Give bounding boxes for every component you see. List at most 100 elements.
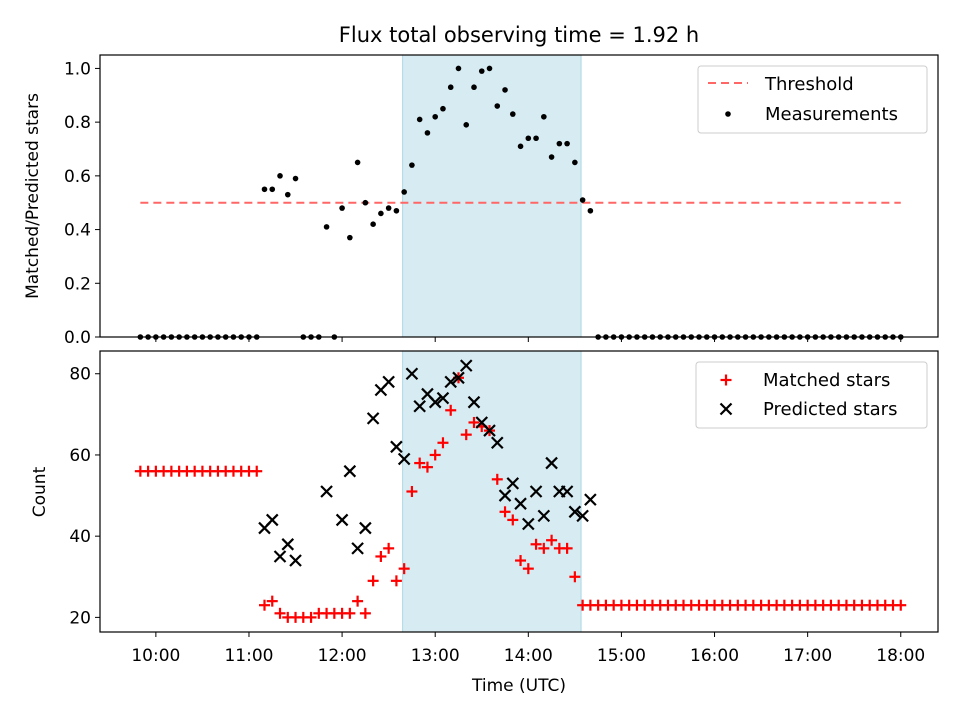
predicted-star-marker	[545, 456, 558, 470]
matched-star-marker	[460, 429, 472, 441]
measurement-point	[502, 87, 508, 93]
predicted-star-marker	[584, 493, 597, 506]
predicted-star-marker	[467, 395, 481, 409]
matched-star-marker	[429, 449, 441, 461]
matched-star-marker	[895, 599, 907, 611]
x-tick-label: 18:00	[876, 646, 925, 666]
measurement-point	[572, 159, 578, 166]
bottom-y-ticks: 20 40 60 80	[69, 365, 100, 628]
predicted-star-marker	[320, 485, 333, 498]
bottom-y-tick-label: 20	[69, 608, 91, 628]
measurement-point	[541, 113, 547, 120]
matched-star-marker	[367, 575, 379, 587]
bottom-y-tick-label: 40	[69, 527, 91, 547]
matched-star-marker	[499, 506, 511, 518]
measurement-point	[424, 130, 431, 136]
predicted-star-marker	[390, 440, 403, 454]
top-legend-box	[697, 65, 928, 134]
matched-star-marker	[515, 555, 527, 567]
predicted-star-marker	[351, 542, 364, 555]
measurement-point	[517, 143, 524, 150]
x-tick-label: 16:00	[690, 646, 739, 666]
measurement-point	[564, 140, 570, 147]
measurement-point	[509, 111, 516, 117]
predicted-star-marker	[273, 550, 287, 563]
measurement-point	[378, 210, 384, 217]
measurement-point	[432, 113, 439, 120]
predicted-star-marker	[568, 505, 582, 519]
measurement-point	[579, 197, 586, 203]
predicted-star-marker	[537, 509, 551, 523]
measurement-point	[261, 186, 268, 193]
matched-star-marker	[437, 437, 449, 449]
measurement-point	[525, 135, 532, 142]
predicted-star-marker	[483, 424, 496, 437]
x-tick-label: 15:00	[597, 646, 646, 666]
matched-star-marker	[258, 599, 270, 611]
measurement-point	[370, 221, 376, 227]
measurement-point	[354, 159, 361, 166]
matched-star-marker	[468, 416, 480, 428]
top-y-tick-label: 0.2	[64, 274, 91, 294]
predicted-star-marker	[506, 477, 520, 490]
matched-star-marker	[251, 465, 263, 477]
matched-star-marker	[569, 571, 581, 583]
predicted-star-marker	[428, 395, 442, 409]
matched-star-marker	[421, 461, 433, 473]
top-y-tick-label: 0.0	[64, 328, 91, 348]
top-legend: Threshold Measurements	[697, 65, 928, 134]
legend-matched-label: Matched stars	[763, 370, 890, 391]
legend-predicted-label: Predicted stars	[763, 399, 897, 420]
measurement-point	[533, 135, 539, 142]
matched-star-marker	[538, 542, 550, 554]
measurement-points	[137, 65, 904, 340]
top-axes-frame	[99, 54, 939, 338]
matched-star-marker	[491, 473, 503, 485]
matched-star-marker	[445, 404, 457, 416]
measurement-point	[486, 65, 493, 72]
top-y-axis-label: Matched/Predicted stars	[23, 93, 43, 299]
top-y-tick-label: 0.8	[64, 113, 91, 133]
measurement-point	[416, 116, 423, 123]
predicted-star-marker	[281, 538, 295, 551]
matched-star-marker	[406, 486, 418, 497]
top-y-tick-label: 0.6	[64, 167, 91, 187]
matched-star-marker	[344, 607, 356, 619]
measurement-point	[587, 207, 594, 214]
matched-star-marker	[530, 538, 542, 550]
matched-star-marker	[561, 542, 573, 554]
matched-star-marker	[352, 595, 364, 607]
top-highlight-span	[402, 54, 582, 338]
matched-star-marker	[507, 514, 519, 526]
top-x-ticks	[155, 337, 902, 342]
matched-star-marker	[546, 534, 558, 546]
predicted-star-marker	[265, 513, 279, 527]
x-tick-label: 13:00	[411, 646, 460, 666]
measurement-point	[347, 234, 353, 241]
measurement-point	[323, 224, 330, 230]
predicted-star-marker	[436, 391, 450, 405]
predicted-star-marker	[335, 513, 349, 527]
predicted-star-marker	[576, 509, 589, 523]
top-panel: Flux total observing time = 1.92 h 0.00.…	[23, 23, 939, 348]
matched-star-markers	[134, 372, 907, 623]
matched-star-marker	[375, 550, 387, 562]
measurement-point	[463, 122, 470, 128]
matched-star-marker	[414, 457, 426, 469]
matched-star-marker	[274, 607, 286, 619]
measurement-point	[409, 162, 415, 168]
measurement-point	[269, 186, 276, 193]
predicted-star-marker	[359, 521, 372, 535]
predicted-star-markers	[258, 359, 597, 567]
measurement-point	[455, 65, 462, 72]
matched-star-marker	[390, 575, 402, 587]
predicted-star-marker	[405, 367, 419, 381]
legend-matched-marker	[720, 374, 732, 386]
measurement-point	[277, 173, 283, 179]
predicted-star-marker	[490, 436, 504, 450]
bottom-y-tick-label: 80	[69, 365, 91, 385]
legend-predicted-marker	[719, 402, 733, 416]
matched-star-marker	[266, 595, 278, 607]
measurement-point	[401, 189, 407, 195]
